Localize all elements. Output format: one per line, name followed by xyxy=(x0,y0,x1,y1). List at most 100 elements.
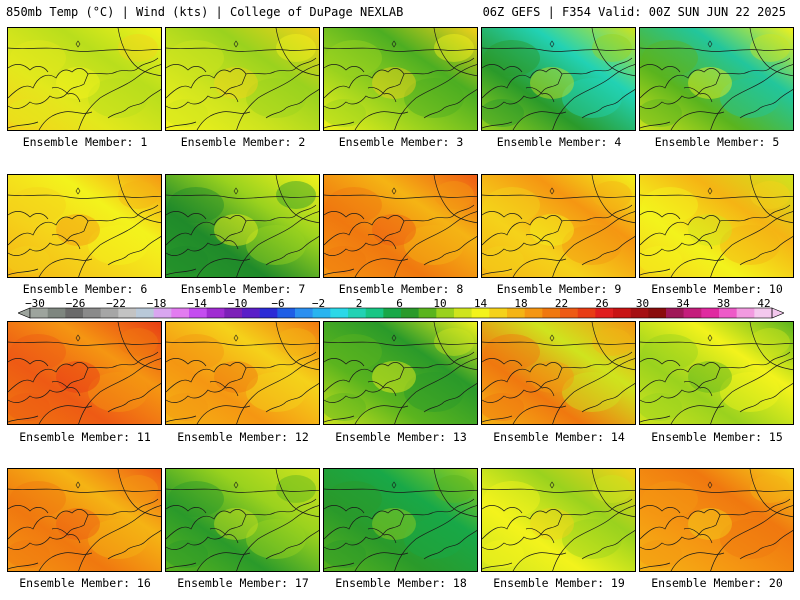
ensemble-member-label: Ensemble Member: 10 xyxy=(651,282,783,296)
colorbar-swatch xyxy=(648,308,667,318)
colorbar-swatch xyxy=(471,308,490,318)
map-title: 850mb Temp (°C) | Wind (kts) | College o… xyxy=(6,5,404,19)
colorbar-swatch xyxy=(83,308,101,318)
colorbar-swatch xyxy=(683,308,702,318)
ensemble-member-label: Ensemble Member: 6 xyxy=(22,282,148,296)
ensemble-map-panel xyxy=(481,468,636,572)
colorbar-swatch xyxy=(719,308,737,318)
colorbar-tick-label: 42 xyxy=(757,297,771,310)
colorbar-tick-label: 38 xyxy=(716,297,731,310)
temperature-field-map xyxy=(324,175,477,277)
temperature-field-map xyxy=(8,28,161,130)
colorbar-swatch xyxy=(65,308,84,318)
ensemble-member-label: Ensemble Member: 4 xyxy=(496,135,622,149)
colorbar-swatch xyxy=(171,308,190,318)
temperature-field-map xyxy=(482,175,635,277)
colorbar-tick-label: −6 xyxy=(271,297,285,310)
ensemble-member-label: Ensemble Member: 2 xyxy=(180,135,306,149)
colorbar-swatch xyxy=(47,308,66,318)
temperature-field-map xyxy=(640,469,793,571)
temperature-field-map xyxy=(166,28,319,130)
colorbar-tick-label: 2 xyxy=(355,297,363,310)
colorbar-tick-label: 10 xyxy=(433,297,447,310)
colorbar-swatch xyxy=(613,308,631,318)
ensemble-member-label: Ensemble Member: 15 xyxy=(651,430,783,444)
ensemble-map-panel xyxy=(481,174,636,278)
colorbar-swatch xyxy=(595,308,614,318)
temperature-field-map xyxy=(640,322,793,424)
colorbar-swatch xyxy=(401,308,419,318)
ensemble-map-panel xyxy=(7,321,162,425)
colorbar-swatch xyxy=(277,308,296,318)
colorbar-tick-label: −26 xyxy=(65,297,86,310)
ensemble-map-panel xyxy=(323,468,478,572)
ensemble-map-panel xyxy=(323,321,478,425)
temperature-field-map xyxy=(8,469,161,571)
colorbar-swatch xyxy=(630,308,649,318)
colorbar-tick-label: −14 xyxy=(187,297,207,310)
temperature-field-map xyxy=(166,175,319,277)
temperature-field-map xyxy=(324,28,477,130)
temperature-field-map xyxy=(482,469,635,571)
colorbar-swatch xyxy=(489,308,508,318)
colorbar-tick-label: 18 xyxy=(514,297,528,310)
ensemble-map-panel xyxy=(481,27,636,131)
ensemble-map-panel xyxy=(323,174,478,278)
colorbar-swatch xyxy=(418,308,437,318)
temperature-field-map xyxy=(8,322,161,424)
colorbar-swatch xyxy=(454,308,472,318)
temperature-field-map xyxy=(166,322,319,424)
colorbar-swatch xyxy=(577,308,596,318)
temperature-field-map xyxy=(166,469,319,571)
colorbar-swatch xyxy=(666,308,684,318)
ensemble-member-label: Ensemble Member: 20 xyxy=(651,576,783,590)
ensemble-member-label: Ensemble Member: 16 xyxy=(19,576,151,590)
ensemble-member-label: Ensemble Member: 5 xyxy=(654,135,780,149)
ensemble-map-panel xyxy=(165,468,320,572)
colorbar-swatch xyxy=(701,308,720,318)
ensemble-member-label: Ensemble Member: 7 xyxy=(180,282,306,296)
ensemble-map-panel xyxy=(165,27,320,131)
ensemble-member-label: Ensemble Member: 11 xyxy=(19,430,151,444)
ensemble-map-panel xyxy=(165,174,320,278)
ensemble-map-panel xyxy=(639,321,794,425)
colorbar-tick-label: −22 xyxy=(106,297,126,310)
colorbar-swatch xyxy=(736,308,755,318)
ensemble-member-label: Ensemble Member: 3 xyxy=(338,135,464,149)
ensemble-member-label: Ensemble Member: 19 xyxy=(493,576,625,590)
colorbar-swatch xyxy=(312,308,331,318)
ensemble-member-label: Ensemble Member: 1 xyxy=(22,135,148,149)
colorbar-swatch xyxy=(242,308,260,318)
temperature-field-map xyxy=(640,28,793,130)
ensemble-member-label: Ensemble Member: 14 xyxy=(493,430,625,444)
ensemble-map-panel xyxy=(639,468,794,572)
colorbar-swatch xyxy=(30,308,48,318)
colorbar-tick-label: 34 xyxy=(676,297,690,310)
ensemble-member-label: Ensemble Member: 18 xyxy=(335,576,467,590)
colorbar-swatch xyxy=(754,308,773,318)
colorbar-swatch xyxy=(560,308,578,318)
ensemble-map-panel xyxy=(481,321,636,425)
temperature-field-map xyxy=(482,28,635,130)
ensemble-member-label: Ensemble Member: 13 xyxy=(335,430,467,444)
colorbar-swatch xyxy=(524,308,543,318)
ensemble-member-label: Ensemble Member: 12 xyxy=(177,430,309,444)
colorbar-tick-label: 6 xyxy=(396,297,403,310)
temperature-field-map xyxy=(324,469,477,571)
colorbar-tick-label: 26 xyxy=(595,297,609,310)
colorbar-tick-label: 14 xyxy=(473,297,488,310)
temperature-field-map xyxy=(482,322,635,424)
colorbar-swatch xyxy=(542,308,561,318)
colorbar-swatch xyxy=(348,308,366,318)
ensemble-map-panel xyxy=(639,27,794,131)
run-info: 06Z GEFS | F354 Valid: 00Z SUN JUN 22 20… xyxy=(482,5,786,19)
colorbar-swatch xyxy=(295,308,313,318)
colorbar-swatch xyxy=(365,308,384,318)
temperature-field-map xyxy=(640,175,793,277)
colorbar-swatch xyxy=(383,308,402,318)
ensemble-member-label: Ensemble Member: 8 xyxy=(338,282,464,296)
colorbar-swatch xyxy=(118,308,137,318)
ensemble-map-panel xyxy=(639,174,794,278)
colorbar-swatch xyxy=(330,308,349,318)
colorbar-swatch xyxy=(259,308,278,318)
